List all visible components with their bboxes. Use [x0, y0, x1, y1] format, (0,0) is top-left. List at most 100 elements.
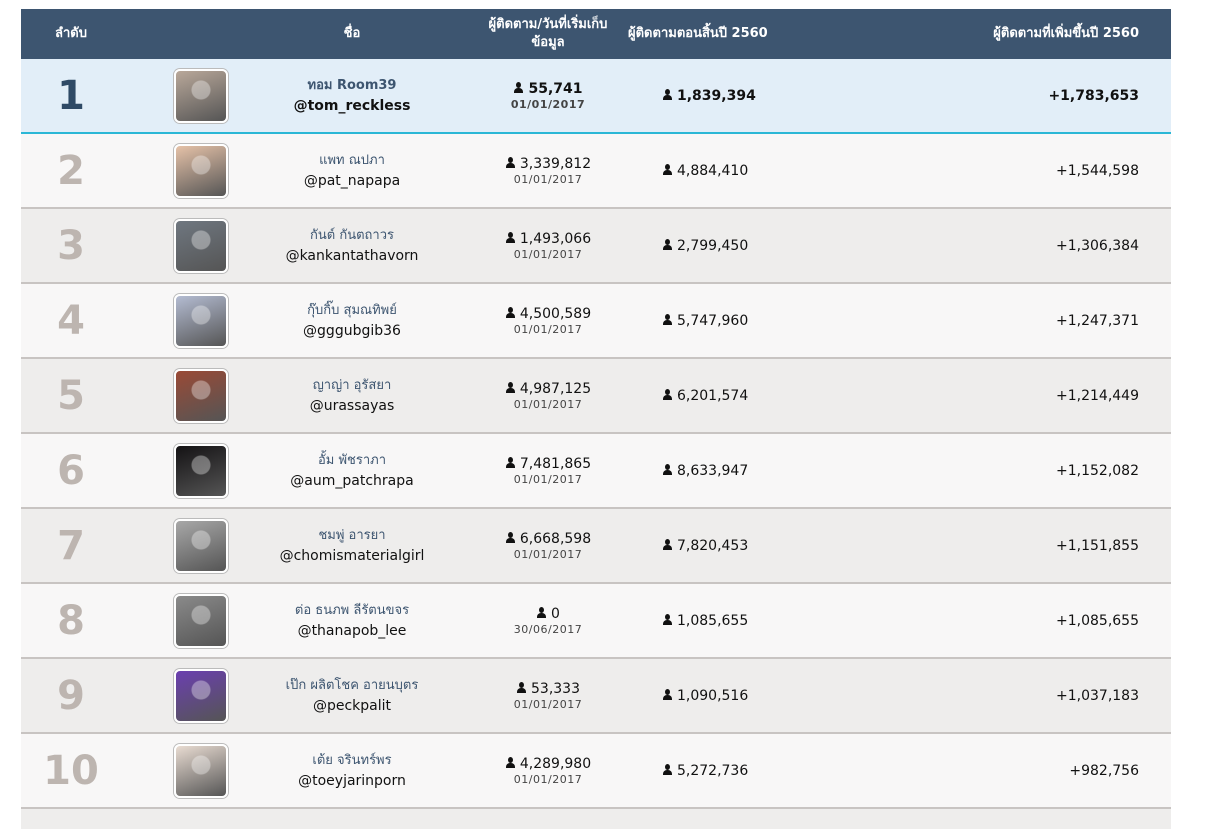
start-follower-count: 1,493,066: [519, 230, 592, 247]
start-follower-count: 0: [551, 605, 560, 622]
name-cell: ญาญ่า อุรัสยา @urassayas: [236, 376, 468, 416]
start-follower-count: 3,339,812: [519, 155, 592, 172]
end-follower-count: 1,839,394: [677, 87, 756, 104]
avatar-cell: [121, 518, 236, 573]
avatar-cell: [121, 743, 236, 798]
table-row[interactable]: 2 แพท ณปภา @pat_napapa 3,339,812 01/01/2…: [21, 134, 1171, 209]
name-cell: อั้ม พัชราภา @aum_patchrapa: [236, 451, 468, 491]
end-follower-count: 8,633,947: [677, 462, 749, 479]
user-icon: [662, 88, 673, 101]
rank-number: 2: [57, 147, 85, 194]
name-cell: ต่อ ธนภพ ลีรัตนขจร @thanapob_lee: [236, 601, 468, 641]
start-cell: 0 30/06/2017: [468, 605, 628, 637]
thai-name[interactable]: อั้ม พัชราภา: [317, 452, 387, 468]
instagram-handle[interactable]: @pat_napapa: [303, 172, 401, 189]
end-follower-count: 1,090,516: [677, 687, 749, 704]
start-follower-count: 4,289,980: [519, 755, 592, 772]
instagram-handle[interactable]: @thanapob_lee: [297, 622, 407, 639]
follower-gain: +982,756: [1069, 762, 1139, 779]
user-icon: [505, 156, 516, 169]
name-cell: กุ๊บกิ๊บ สุมณทิพย์ @gggubgib36: [236, 301, 468, 341]
avatar[interactable]: [174, 593, 228, 648]
start-cell: 6,668,598 01/01/2017: [468, 530, 628, 562]
avatar[interactable]: [174, 443, 228, 498]
table-row[interactable]: 8 ต่อ ธนภพ ลีรัตนขจร @thanapob_lee 0 30/…: [21, 584, 1171, 659]
end-cell: 1,090,516: [628, 688, 788, 704]
avatar-cell: [121, 143, 236, 198]
thai-name[interactable]: กุ๊บกิ๊บ สุมณทิพย์: [307, 302, 397, 318]
start-follower-count: 53,333: [531, 680, 580, 697]
end-cell: 2,799,450: [628, 238, 788, 254]
thai-name[interactable]: เต้ย จรินทร์พร: [312, 752, 392, 768]
end-cell: 4,884,410: [628, 163, 788, 179]
avatar[interactable]: [174, 368, 228, 423]
avatar[interactable]: [174, 68, 228, 123]
header-gain-2560: ผู้ติดตามที่เพิ่มขึ้นปี 2560: [993, 26, 1139, 41]
thai-name[interactable]: ญาญ่า อุรัสยา: [312, 377, 392, 393]
table-row[interactable]: 5 ญาญ่า อุรัสยา @urassayas 4,987,125 01/…: [21, 359, 1171, 434]
rank-number: 4: [57, 297, 85, 344]
avatar[interactable]: [174, 143, 228, 198]
user-icon: [662, 613, 673, 626]
end-cell: 1,839,394: [628, 88, 788, 104]
follower-gain: +1,544,598: [1056, 162, 1139, 179]
avatar[interactable]: [174, 293, 228, 348]
thai-name[interactable]: กันต์ กันตถาวร: [310, 227, 394, 243]
thai-name[interactable]: ต่อ ธนภพ ลีรัตนขจร: [294, 602, 410, 618]
instagram-handle[interactable]: @chomismaterialgirl: [279, 547, 425, 564]
avatar-cell: [121, 68, 236, 123]
avatar[interactable]: [174, 218, 228, 273]
rank-number: 7: [57, 522, 85, 569]
thai-name[interactable]: แพท ณปภา: [319, 152, 385, 168]
name-cell: ทอม Room39 @tom_reckless: [236, 76, 468, 116]
follower-gain: +1,151,855: [1056, 537, 1139, 554]
instagram-handle[interactable]: @toeyjarinporn: [298, 772, 406, 789]
table-row[interactable]: 6 อั้ม พัชราภา @aum_patchrapa 7,481,865 …: [21, 434, 1171, 509]
start-cell: 53,333 01/01/2017: [468, 680, 628, 712]
table-row[interactable]: 10 เต้ย จรินทร์พร @toeyjarinporn 4,289,9…: [21, 734, 1171, 809]
end-cell: 6,201,574: [628, 388, 788, 404]
thai-name[interactable]: ทอม Room39: [307, 77, 397, 93]
header-start-line1: ผู้ติดตาม/วันที่เริ่มเก็บ: [488, 17, 608, 32]
rank-number: 6: [57, 447, 85, 494]
user-icon: [662, 313, 673, 326]
start-date: 01/01/2017: [513, 547, 583, 561]
user-icon: [505, 531, 516, 544]
rank-number: 9: [57, 672, 85, 719]
end-cell: 8,633,947: [628, 463, 788, 479]
ranking-table: ลำดับ ชื่อ ผู้ติดตาม/วันที่เริ่มเก็บ ข้อ…: [21, 9, 1171, 829]
table-row[interactable]: 3 กันต์ กันตถาวร @kankantathavorn 1,493,…: [21, 209, 1171, 284]
follower-gain: +1,152,082: [1056, 462, 1139, 479]
table-row[interactable]: 9 เป๊ก ผลิตโชค อายนบุตร @peckpalit 53,33…: [21, 659, 1171, 734]
avatar-cell: [121, 293, 236, 348]
user-icon: [662, 688, 673, 701]
end-follower-count: 5,272,736: [677, 762, 749, 779]
end-follower-count: 6,201,574: [677, 387, 749, 404]
instagram-handle[interactable]: @gggubgib36: [303, 322, 401, 339]
user-icon: [662, 463, 673, 476]
user-icon: [505, 456, 516, 469]
start-follower-count: 4,500,589: [519, 305, 592, 322]
thai-name[interactable]: เป๊ก ผลิตโชค อายนบุตร: [285, 677, 419, 693]
avatar[interactable]: [174, 668, 228, 723]
instagram-handle[interactable]: @tom_reckless: [293, 97, 411, 114]
start-date: 01/01/2017: [513, 772, 583, 786]
instagram-handle[interactable]: @peckpalit: [312, 697, 392, 714]
instagram-handle[interactable]: @kankantathavorn: [285, 247, 419, 264]
start-cell: 4,987,125 01/01/2017: [468, 380, 628, 412]
end-follower-count: 5,747,960: [677, 312, 749, 329]
instagram-handle[interactable]: @aum_patchrapa: [290, 472, 414, 489]
thai-name[interactable]: ชมพู่ อารยา: [318, 527, 386, 543]
name-cell: เป๊ก ผลิตโชค อายนบุตร @peckpalit: [236, 676, 468, 716]
table-row[interactable]: 1 ทอม Room39 @tom_reckless 55,741 01/01/…: [21, 59, 1171, 134]
avatar[interactable]: [174, 743, 228, 798]
end-cell: 5,272,736: [628, 763, 788, 779]
header-start-line2: ข้อมูล: [531, 35, 565, 50]
table-row[interactable]: 7 ชมพู่ อารยา @chomismaterialgirl 6,668,…: [21, 509, 1171, 584]
start-follower-count: 55,741: [528, 80, 583, 97]
avatar[interactable]: [174, 518, 228, 573]
follower-gain: +1,247,371: [1056, 312, 1139, 329]
end-follower-count: 2,799,450: [677, 237, 749, 254]
instagram-handle[interactable]: @urassayas: [309, 397, 395, 414]
table-row[interactable]: 4 กุ๊บกิ๊บ สุมณทิพย์ @gggubgib36 4,500,5…: [21, 284, 1171, 359]
